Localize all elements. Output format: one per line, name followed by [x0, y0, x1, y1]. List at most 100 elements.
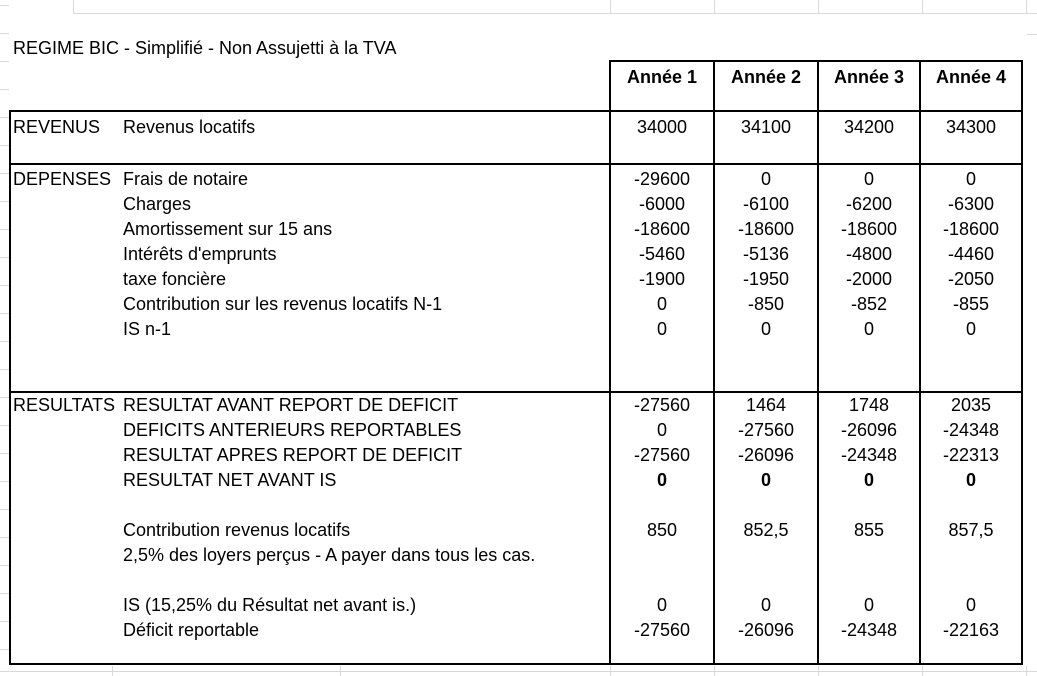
cell-value[interactable]: -22313	[942, 445, 1000, 465]
cell-value[interactable]: 850	[646, 520, 678, 540]
row-label[interactable]: IS n-1	[123, 319, 172, 339]
row-label[interactable]: Revenus locatifs	[123, 117, 256, 137]
cell-value[interactable]: 855	[853, 520, 885, 540]
table-row: IS n-1 0 0 0 0	[11, 317, 1021, 342]
cell-value[interactable]: -6100	[742, 194, 790, 214]
row-label[interactable]: Charges	[123, 194, 192, 214]
cell-value[interactable]: 2035	[950, 395, 992, 415]
cell-value[interactable]: -26096	[840, 420, 898, 440]
gridline	[0, 33, 9, 34]
cell-value[interactable]: -27560	[737, 420, 795, 440]
gridline	[610, 666, 611, 676]
cell-value[interactable]: -852	[850, 294, 888, 314]
cell-value[interactable]: 0	[760, 470, 771, 490]
table-row: IS (15,25% du Résultat net avant is.) 0 0 0…	[11, 593, 1021, 618]
section-label[interactable]: REVENUS	[13, 117, 101, 137]
cell-value[interactable]: -1950	[742, 269, 790, 289]
row-label[interactable]: RESULTAT APRES REPORT DE DEFICIT	[123, 445, 463, 465]
cell-value[interactable]: -5136	[742, 244, 790, 264]
gridline	[0, 229, 9, 230]
gridline	[1027, 34, 1037, 35]
column-header[interactable]: Année 1	[626, 67, 698, 87]
cell-value[interactable]: 34100	[740, 117, 792, 137]
cell-value[interactable]: 0	[965, 169, 976, 189]
cell-value[interactable]: 0	[760, 595, 771, 615]
cell-value[interactable]: 0	[760, 319, 771, 339]
cell-value[interactable]: 0	[863, 595, 874, 615]
table-row: Charges -6000 -6100 -6200 -6300	[11, 192, 1021, 217]
gridline	[0, 425, 9, 426]
row-label[interactable]: RESULTAT AVANT REPORT DE DEFICIT	[123, 395, 459, 415]
cell-value[interactable]: -24348	[840, 445, 898, 465]
cell-value[interactable]: 0	[863, 319, 874, 339]
row-label[interactable]: Contribution revenus locatifs	[123, 520, 351, 540]
row-label[interactable]: 2,5% des loyers perçus - A payer dans to…	[123, 545, 536, 565]
cell-value[interactable]: -18600	[942, 219, 1000, 239]
section-revenus: REVENUS Revenus locatifs 34000 34100 34200 34…	[11, 112, 1021, 165]
cell-value[interactable]: 34000	[636, 117, 688, 137]
cell-value[interactable]: -29600	[633, 169, 691, 189]
cell-value[interactable]: -27560	[633, 620, 691, 640]
cell-value[interactable]: -18600	[840, 219, 898, 239]
cell-value[interactable]: 0	[656, 595, 667, 615]
cell-value[interactable]: 1748	[848, 395, 890, 415]
section-label[interactable]: DEPENSES	[13, 169, 112, 189]
column-header[interactable]: Année 3	[833, 67, 905, 87]
gridline	[1026, 0, 1027, 13]
cell-value[interactable]: -18600	[633, 219, 691, 239]
cell-value[interactable]: 0	[863, 169, 874, 189]
cell-value[interactable]: 0	[656, 294, 667, 314]
row-label[interactable]: taxe foncière	[123, 269, 227, 289]
cell-value[interactable]: -22163	[942, 620, 1000, 640]
cell-value[interactable]: -27560	[633, 445, 691, 465]
row-label[interactable]: Amortissement sur 15 ans	[123, 219, 333, 239]
row-label[interactable]: IS (15,25% du Résultat net avant is.)	[123, 595, 417, 615]
gridline	[0, 649, 9, 650]
cell-value[interactable]: -18600	[737, 219, 795, 239]
cell-value[interactable]: 1464	[745, 395, 787, 415]
cell-value[interactable]: -6000	[638, 194, 686, 214]
cell-value[interactable]: 0	[965, 470, 976, 490]
table-row: RESULTAT APRES REPORT DE DEFICIT -27560 -2…	[11, 443, 1021, 468]
table-row	[11, 568, 1021, 593]
cell-value[interactable]: 0	[965, 595, 976, 615]
row-label[interactable]: Déficit reportable	[123, 620, 260, 640]
cell-value[interactable]: 0	[965, 319, 976, 339]
cell-value[interactable]: -855	[952, 294, 990, 314]
cell-value[interactable]: -26096	[737, 620, 795, 640]
cell-value[interactable]: -6200	[845, 194, 893, 214]
gridline	[73, 0, 74, 13]
cell-value[interactable]: -2000	[845, 269, 893, 289]
row-label[interactable]: RESULTAT NET AVANT IS	[123, 470, 337, 490]
cell-value[interactable]: 0	[760, 169, 771, 189]
cell-value[interactable]: 852,5	[743, 520, 789, 540]
cell-value[interactable]: -1900	[638, 269, 686, 289]
row-label[interactable]: Frais de notaire	[123, 169, 249, 189]
cell-value[interactable]: 34200	[843, 117, 895, 137]
cell-value[interactable]: -4460	[947, 244, 995, 264]
cell-value[interactable]: -2050	[947, 269, 995, 289]
cell-value[interactable]: -850	[747, 294, 785, 314]
gridline	[0, 89, 9, 90]
cell-value[interactable]: 857,5	[948, 520, 994, 540]
column-header[interactable]: Année 2	[730, 67, 802, 87]
column-header[interactable]: Année 4	[935, 67, 1007, 87]
cell-value[interactable]: 0	[656, 319, 667, 339]
cell-value[interactable]: -24348	[840, 620, 898, 640]
section-label[interactable]: RESULTATS	[13, 395, 116, 415]
cell-value[interactable]: -26096	[737, 445, 795, 465]
cell-value[interactable]: 34300	[945, 117, 997, 137]
cell-value[interactable]: -24348	[942, 420, 1000, 440]
cell-value[interactable]: -4800	[845, 244, 893, 264]
gridline	[0, 173, 9, 174]
row-label[interactable]: Intérêts d'emprunts	[123, 244, 277, 264]
gridline	[0, 565, 9, 566]
cell-value[interactable]: 0	[656, 420, 667, 440]
row-label[interactable]: Contribution sur les revenus locatifs N-…	[123, 294, 443, 314]
cell-value[interactable]: 0	[656, 470, 667, 490]
cell-value[interactable]: -5460	[638, 244, 686, 264]
row-label[interactable]: DEFICITS ANTERIEURS REPORTABLES	[123, 420, 462, 440]
cell-value[interactable]: 0	[863, 470, 874, 490]
cell-value[interactable]: -27560	[633, 395, 691, 415]
cell-value[interactable]: -6300	[947, 194, 995, 214]
